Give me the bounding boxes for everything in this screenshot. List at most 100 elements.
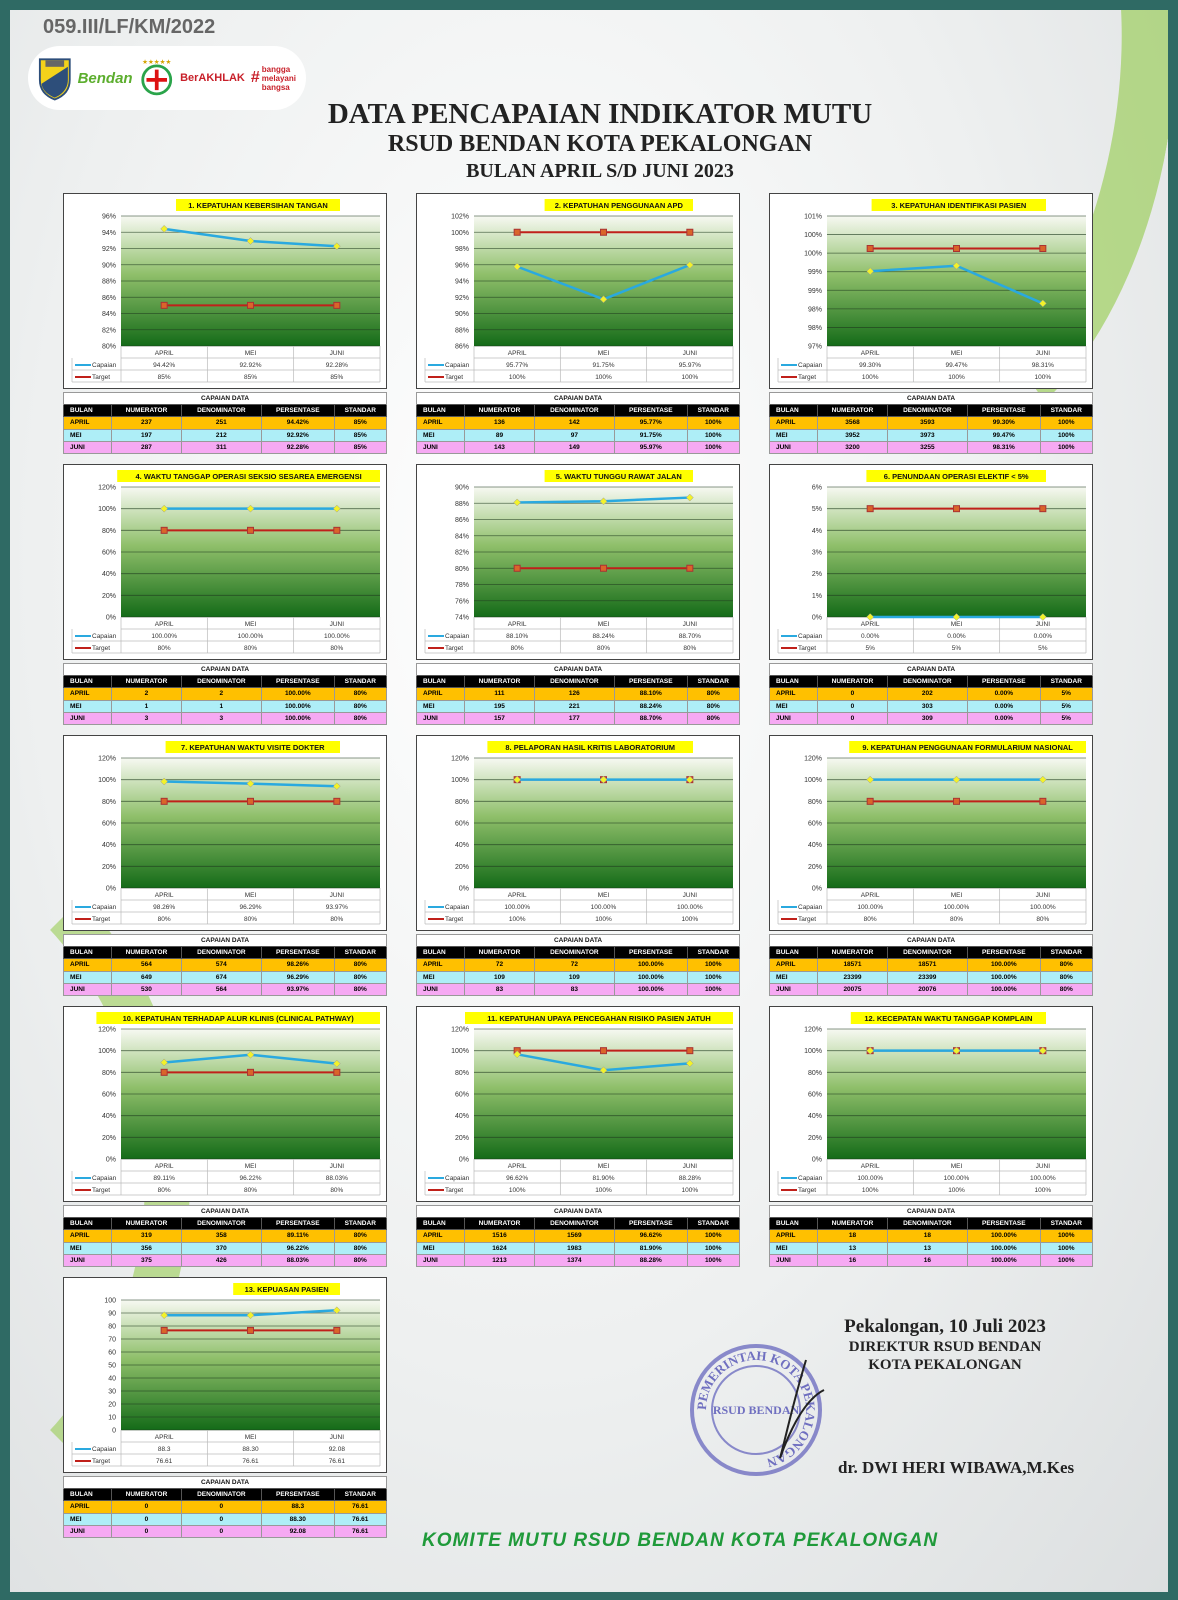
data-label: 98.31% <box>1032 362 1054 369</box>
table-row: MEI 0 303 0.00% 5% <box>768 699 1093 713</box>
legend-label: Target <box>92 374 110 381</box>
table-header: BULAN <box>768 1217 819 1231</box>
table-cell: 93.97% <box>261 982 335 996</box>
table-cell: 157 <box>464 711 535 725</box>
table-cell: 18 <box>817 1229 888 1243</box>
chart-title: 8. PELAPORAN HASIL KRITIS LABORATORIUM <box>505 743 675 752</box>
data-label: 96.62% <box>506 1175 528 1182</box>
table-cell: 80% <box>686 687 740 701</box>
data-label: 92.08 <box>329 1446 346 1453</box>
table-cell: 149 <box>533 440 616 454</box>
y-tick-label: 100% <box>804 777 822 784</box>
table-caption: CAPAIAN DATA <box>416 662 740 676</box>
table-cell: 92.92% <box>261 428 335 442</box>
data-label: 80% <box>244 916 257 923</box>
x-category-label: APRIL <box>508 621 527 628</box>
y-tick-label: 80% <box>808 799 822 806</box>
target-marker <box>160 797 168 805</box>
y-tick-label: 100% <box>451 1048 469 1055</box>
table-header: DENOMINATOR <box>886 404 969 418</box>
line-chart: 120% 100% 80% 60% 40% 20% 0% 7. KEPATUHAN WAKTU… <box>71 741 381 925</box>
official-stamp: PEMERINTAH KOTA PEKALONGAN RSUD BENDAN <box>690 1344 825 1476</box>
x-category-label: JUNI <box>683 1163 698 1170</box>
capaian-marker <box>160 504 169 513</box>
line-chart: 96% 94% 92% 90% 88% 86% 84% 82% 80% 1. KEPATUHAN … <box>71 199 381 383</box>
capaian-marker <box>160 777 169 786</box>
target-marker <box>1039 797 1047 805</box>
table-cell: 97 <box>533 428 616 442</box>
y-tick-label: 100% <box>451 777 469 784</box>
capaian-marker <box>246 779 255 788</box>
table-header: BULAN <box>768 946 819 960</box>
data-label: 94.42% <box>153 362 175 369</box>
capaian-marker <box>599 497 608 506</box>
table-row: JUNI 20075 20076 100.00% 80% <box>768 982 1093 996</box>
title-highlight <box>117 470 380 482</box>
city-emblem-logo <box>38 58 71 101</box>
y-tick-label: 20% <box>102 593 116 600</box>
table-cell: 18571 <box>886 958 969 972</box>
paripurna-logo: ★★★★★ <box>140 58 172 96</box>
table-header: NUMERATOR <box>464 1217 535 1231</box>
table-cell: 16 <box>817 1253 888 1267</box>
indicator-chart-10: 120% 100% 80% 60% 40% 20% 0% 10. KEPATUHAN TERH… <box>63 1006 387 1202</box>
y-tick-label: 40% <box>808 842 822 849</box>
y-tick-label: 80% <box>455 1070 469 1077</box>
data-label: 100% <box>682 916 699 923</box>
chart-title: 10. KEPATUHAN TERHADAP ALUR KLINIS (CLIN… <box>123 1014 355 1023</box>
y-tick-label: 0% <box>106 615 116 622</box>
legend-label: Capaian <box>92 904 117 911</box>
table-cell: 0 <box>180 1512 263 1526</box>
data-label: 95.77% <box>506 362 528 369</box>
y-tick-label: 40% <box>455 842 469 849</box>
data-label: 100.00% <box>677 904 703 911</box>
table-cell: 251 <box>180 416 263 430</box>
table-cell: 303 <box>886 699 969 713</box>
table-cell: 83 <box>533 982 616 996</box>
data-label: 100% <box>682 1187 699 1194</box>
y-tick-label: 20 <box>108 1402 116 1409</box>
table-cell: JUNI <box>768 440 819 454</box>
x-category-label: APRIL <box>155 621 174 628</box>
table-cell: 319 <box>111 1229 182 1243</box>
target-marker <box>247 797 254 805</box>
capaian-data-table-7: CAPAIAN DATA BULAN NUMERATOR DENOMINATOR PER… <box>62 933 387 996</box>
table-cell: 83 <box>464 982 535 996</box>
y-tick-label: 120% <box>451 756 469 763</box>
table-row: JUNI 157 177 88.70% 80% <box>415 711 740 725</box>
page: 059.III/LF/KM/2022 Bendan ★★★★★ BerAKHLA… <box>10 10 1168 1592</box>
table-header: PERSENTASE <box>614 404 688 418</box>
table-header: PERSENTASE <box>967 1217 1041 1231</box>
indicator-chart-3: 101% 100% 100% 99% 99% 98% 98% 97% 3. KEPATUHAN … <box>769 193 1093 389</box>
y-tick-label: 10 <box>108 1415 116 1422</box>
y-tick-label: 98% <box>808 306 822 313</box>
table-cell: MEI <box>62 428 113 442</box>
y-tick-label: 100% <box>804 1048 822 1055</box>
capaian-marker <box>246 504 255 513</box>
data-label: 100% <box>862 374 879 381</box>
capaian-marker <box>246 1311 255 1320</box>
y-tick-label: 60% <box>455 1092 469 1099</box>
table-cell: 0 <box>817 711 888 725</box>
data-label: 100% <box>595 916 612 923</box>
table-cell: JUNI <box>415 1253 466 1267</box>
y-tick-label: 86% <box>455 517 469 524</box>
title-highlight <box>544 199 693 211</box>
table-cell: 100% <box>1039 440 1093 454</box>
table-cell: 20075 <box>817 982 888 996</box>
table-header: BULAN <box>768 404 819 418</box>
table-row: JUNI 83 83 100.00% 100% <box>415 982 740 996</box>
target-marker <box>247 301 254 309</box>
table-caption: CAPAIAN DATA <box>769 391 1093 405</box>
table-row: APRIL 0 0 88.3 76.61 <box>62 1500 387 1514</box>
data-label: 100.00% <box>857 904 883 911</box>
table-cell: 0 <box>180 1500 263 1514</box>
capaian-marker <box>952 1046 961 1055</box>
table-header: DENOMINATOR <box>180 1488 263 1502</box>
table-cell: APRIL <box>62 958 113 972</box>
data-label: 0.00% <box>861 633 880 640</box>
table-header: NUMERATOR <box>111 1488 182 1502</box>
table-header: BULAN <box>62 675 113 689</box>
table-cell: APRIL <box>415 1229 466 1243</box>
legend-label: Capaian <box>445 1175 470 1182</box>
